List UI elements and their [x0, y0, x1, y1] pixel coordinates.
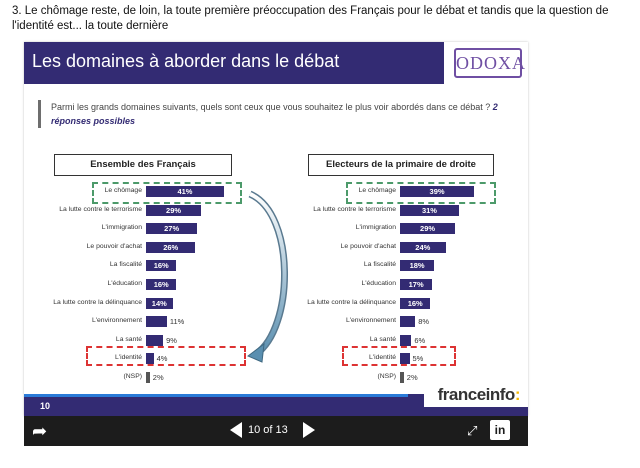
- bar-ensemble: [146, 260, 177, 272]
- bar-primaire: [400, 316, 416, 328]
- bar-value-label-primaire: 16%: [407, 298, 423, 308]
- next-triangle-icon[interactable]: [303, 422, 315, 438]
- category-label-primaire: La fiscalité: [363, 261, 396, 269]
- category-label-primaire: La santé: [369, 335, 396, 343]
- bar-primaire: [400, 372, 404, 383]
- franceinfo-logo: franceinfo:: [424, 381, 528, 407]
- expand-icon[interactable]: ⤢: [467, 423, 478, 438]
- category-label-primaire: Le pouvoir d'achat: [340, 242, 396, 250]
- bar-value-label-primaire: 6%: [414, 335, 426, 345]
- bar-value-label-primaire: 31%: [421, 205, 437, 215]
- bar-primaire: [400, 223, 456, 235]
- bar-primaire: [400, 186, 475, 197]
- highlight-identite-right: [342, 346, 456, 366]
- bar-value-label-primaire: 5%: [412, 354, 424, 364]
- question-text: Parmi les grands domaines suivants, quel…: [51, 102, 491, 112]
- slide-counter: 10 of 13: [248, 424, 288, 436]
- bar-value-label-ensemble: 27%: [164, 224, 180, 234]
- category-label-ensemble: (NSP): [123, 373, 142, 380]
- category-label-ensemble: La lutte contre le terrorisme: [59, 205, 142, 213]
- category-label-ensemble: La fiscalité: [109, 261, 142, 269]
- question-emphasis: 2 réponses possibles: [51, 102, 498, 126]
- bar-ensemble: [146, 316, 167, 328]
- bar-value-label-primaire: 2%: [406, 373, 418, 382]
- slide-title: Les domaines à aborder dans le débat: [32, 51, 340, 71]
- odoxa-logo: ODOXA: [444, 42, 528, 84]
- bar-primaire: [400, 279, 433, 290]
- category-label-ensemble: L'environnement: [91, 317, 142, 325]
- bar-ensemble: [146, 372, 150, 383]
- bar-value-label-primaire: 17%: [408, 280, 424, 289]
- bar-value-label-primaire: 8%: [418, 317, 430, 327]
- slide: Les domaines à aborder dans le débat ODO…: [24, 42, 528, 416]
- curved-arrow: [247, 190, 288, 363]
- category-label-primaire: La lutte contre la délinquance: [307, 298, 396, 306]
- category-label-primaire: (NSP): [377, 373, 396, 380]
- linkedin-icon[interactable]: in: [490, 420, 510, 440]
- bar-ensemble: [146, 297, 173, 309]
- bar-value-label-primaire: 18%: [409, 261, 425, 271]
- bar-ensemble: [146, 353, 154, 365]
- bar-value-label-ensemble: 16%: [153, 280, 169, 289]
- highlight-chomage-right: [346, 182, 496, 204]
- bar-value-label-ensemble: 26%: [163, 242, 179, 252]
- highlight-identite-left: [86, 346, 246, 366]
- survey-question: Parmi les grands domaines suivants, quel…: [38, 100, 511, 128]
- bar-primaire: [400, 241, 446, 253]
- brand-name: franceinfo: [437, 385, 516, 404]
- category-label-ensemble: La santé: [115, 335, 142, 343]
- slide-page-number: 10: [40, 401, 51, 411]
- slide-footer: 10: [24, 394, 528, 416]
- category-label-ensemble: La lutte contre la délinquance: [53, 298, 142, 306]
- bar-value-label-ensemble: 41%: [177, 187, 193, 196]
- bar-value-label-ensemble: 14%: [151, 298, 167, 308]
- category-label-ensemble: Le pouvoir d'achat: [86, 242, 142, 250]
- bar-ensemble: [146, 186, 224, 197]
- bar-ensemble: [146, 241, 196, 253]
- bar-ensemble: [146, 204, 202, 216]
- bar-value-label-ensemble: 29%: [166, 205, 182, 215]
- footer-stripe: [24, 394, 408, 397]
- category-label-primaire: L'immigration: [355, 224, 396, 232]
- bar-primaire: [400, 260, 435, 272]
- bar-ensemble: [146, 279, 177, 290]
- bar-value-label-ensemble: 11%: [169, 317, 185, 327]
- category-label-primaire: La lutte contre le terrorisme: [313, 205, 396, 213]
- brand-colon: :: [514, 385, 521, 404]
- bar-value-label-primaire: 39%: [429, 187, 445, 196]
- category-label-ensemble: L'identité: [115, 354, 142, 362]
- bar-primaire: [400, 334, 412, 346]
- slide-banner: Les domaines à aborder dans le débat ODO…: [24, 42, 528, 84]
- panel-title-ensemble: Ensemble des Français: [54, 154, 232, 176]
- bar-value-label-ensemble: 2%: [152, 373, 164, 382]
- bar-primaire: [400, 297, 431, 309]
- category-label-primaire: L'éducation: [361, 280, 396, 287]
- category-label-ensemble: L'éducation: [107, 280, 142, 287]
- bar-value-label-ensemble: 16%: [153, 261, 169, 271]
- highlight-chomage-left: [92, 182, 242, 204]
- slideshow-controls: ➦ 10 of 13 ⤢ in: [24, 416, 528, 446]
- panel-title-primaire: Electeurs de la primaire de droite: [308, 154, 494, 176]
- bar-value-label-primaire: 24%: [415, 242, 431, 252]
- bar-primaire: [400, 353, 410, 365]
- category-label-primaire: L'environnement: [345, 317, 396, 325]
- article-heading: 3. Le chômage reste, de loin, la toute p…: [12, 5, 609, 32]
- category-label-primaire: L'identité: [369, 354, 396, 362]
- bar-primaire: [400, 204, 459, 216]
- bar-ensemble: [146, 223, 198, 235]
- category-label-ensemble: L'immigration: [101, 224, 142, 232]
- bar-value-label-primaire: 29%: [420, 224, 436, 234]
- bar-value-label-ensemble: 4%: [156, 354, 168, 364]
- prev-triangle-icon[interactable]: [230, 422, 242, 438]
- bar-value-label-ensemble: 9%: [166, 335, 177, 345]
- share-arrow-icon[interactable]: ➦: [32, 421, 48, 441]
- category-label-ensemble: Le chômage: [104, 187, 142, 194]
- category-label-primaire: Le chômage: [358, 187, 396, 194]
- odoxa-logo-text: ODOXA: [454, 48, 525, 78]
- bar-ensemble: [146, 334, 164, 346]
